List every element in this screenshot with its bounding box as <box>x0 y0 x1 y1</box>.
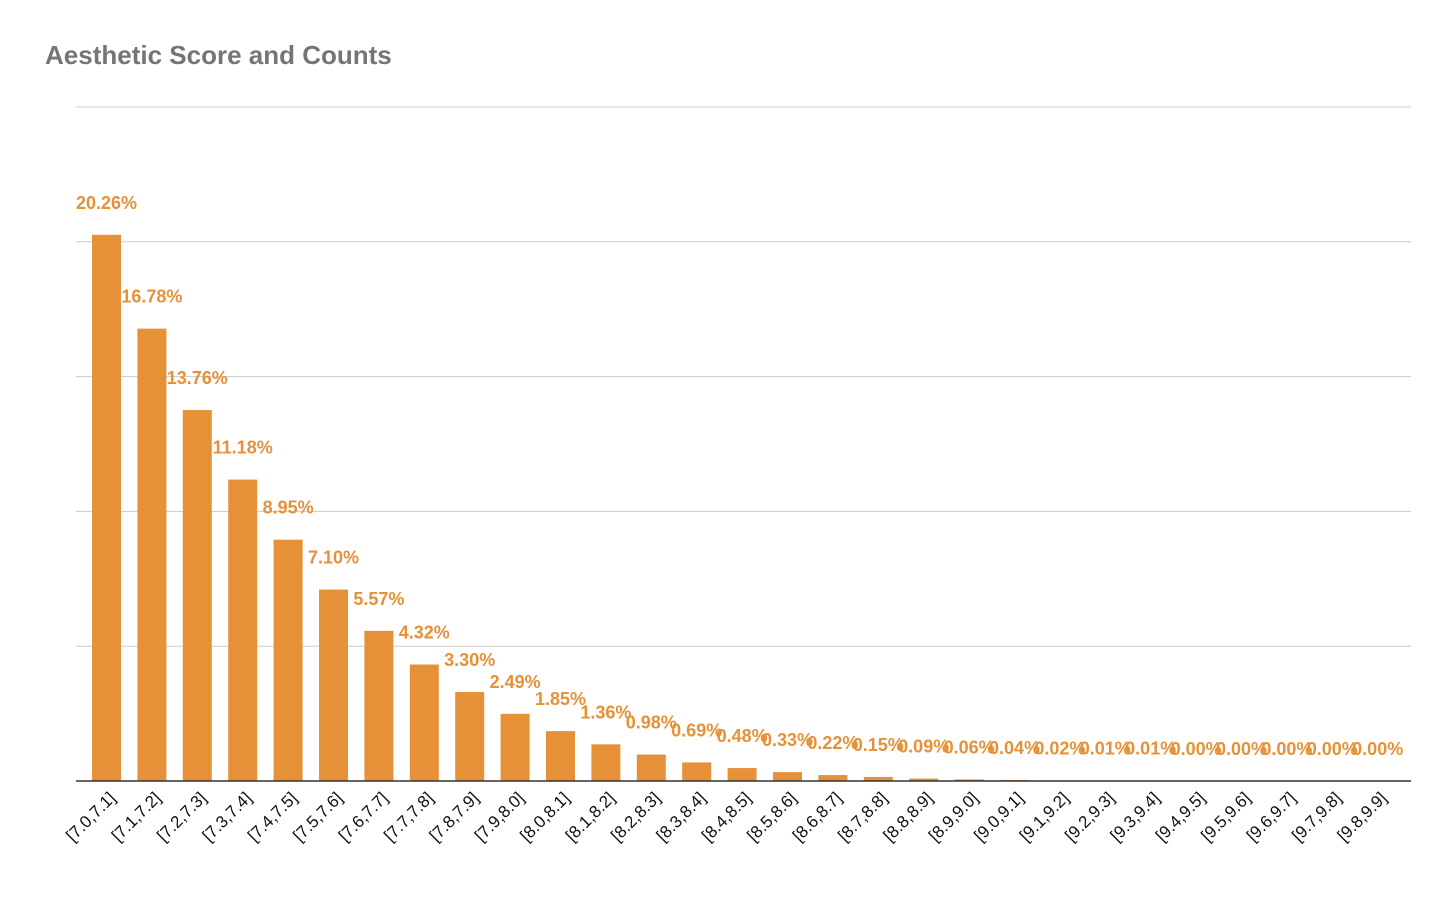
bar-data-label: 4.32% <box>399 623 450 643</box>
bar-data-label: 20.26% <box>76 193 137 213</box>
chart-title: Aesthetic Score and Counts <box>45 40 392 70</box>
x-tick-label: [9.3,9.4] <box>1107 788 1164 845</box>
bar-data-label: 0.22% <box>807 733 858 753</box>
bar <box>500 713 530 781</box>
bar <box>818 775 848 781</box>
bar <box>636 754 666 781</box>
x-tick-label: [7.7,7.8] <box>380 788 437 845</box>
bar <box>182 410 212 781</box>
x-tick-label: [8.4,8.5] <box>698 788 755 845</box>
bar-data-label: 0.98% <box>626 713 677 733</box>
bar <box>319 589 348 781</box>
x-tick-label: [8.9,9.0] <box>925 788 982 845</box>
bar-data-label: 11.18% <box>213 438 273 458</box>
x-tick-label: [8.3,8.4] <box>653 788 710 845</box>
x-tick-label: [7.5,7.6] <box>289 788 346 845</box>
bar <box>909 778 939 781</box>
x-tick-label: [9.2,9.3] <box>1061 788 1118 845</box>
x-tick-label: [7.3,7.4] <box>199 788 256 845</box>
x-tick-label: [8.2,8.3] <box>607 788 664 845</box>
bar <box>92 234 121 781</box>
bar <box>773 772 802 781</box>
x-tick-label: [7.0,7.1] <box>62 788 119 845</box>
bar-data-label: 0.00% <box>1171 739 1222 759</box>
x-tick-label: [8.5,8.6] <box>743 788 800 845</box>
x-tick-label: [7.8,7.9] <box>426 788 483 845</box>
x-tick-label: [9.6,9.7] <box>1243 788 1300 845</box>
bar <box>682 762 712 781</box>
x-tick-label: [9.1,9.2] <box>1016 788 1073 845</box>
x-tick-label: [8.8,8.9] <box>880 788 937 845</box>
bar-data-label: 1.36% <box>580 702 631 722</box>
bar-data-label: 3.30% <box>444 650 495 670</box>
bar-data-label: 1.85% <box>535 689 586 709</box>
x-tick-label: [8.0,8.1] <box>516 788 573 845</box>
bar-data-label: 0.06% <box>944 737 995 757</box>
x-tick-label: [7.6,7.7] <box>335 788 392 845</box>
x-tick-label: [9.5,9.6] <box>1197 788 1254 845</box>
bar-data-label: 0.09% <box>898 737 949 757</box>
bar-data-label: 0.00% <box>1307 739 1358 759</box>
bar <box>137 328 167 781</box>
bar-data-label: 0.69% <box>671 720 722 740</box>
x-tick-label: [9.8,9.9] <box>1334 788 1391 845</box>
x-tick-label: [7.4,7.5] <box>244 788 301 845</box>
bar <box>228 479 258 781</box>
x-tick-label: [8.7,8.8] <box>834 788 891 845</box>
bar-data-label: 8.95% <box>263 498 314 518</box>
bar-data-label: 0.00% <box>1216 739 1267 759</box>
bar <box>954 779 984 781</box>
bar <box>863 776 893 781</box>
x-tick-label: [7.2,7.3] <box>153 788 210 845</box>
bar-data-label: 5.57% <box>353 589 404 609</box>
bar-data-label: 2.49% <box>490 672 541 692</box>
bar-data-label: 0.01% <box>1125 739 1176 759</box>
x-tick-label: [9.0,9.1] <box>970 788 1027 845</box>
x-tick-label: [9.4,9.5] <box>1152 788 1209 845</box>
x-tick-label: [7.1,7.2] <box>108 788 165 845</box>
bar-data-label: 0.00% <box>1261 739 1312 759</box>
x-tick-label: [8.6,8.7] <box>789 788 846 845</box>
bar-data-label: 13.76% <box>167 368 228 388</box>
bar-data-label: 0.01% <box>1080 739 1131 759</box>
bar <box>727 768 757 781</box>
bar-data-label: 0.15% <box>853 735 904 755</box>
x-tick-label: [8.1,8.2] <box>562 788 619 845</box>
bar <box>591 744 621 781</box>
bar-data-label: 16.78% <box>121 287 182 307</box>
bar-data-label: 0.04% <box>989 738 1040 758</box>
bar <box>364 630 394 781</box>
bar <box>409 664 439 781</box>
bar-data-label: 0.00% <box>1352 739 1403 759</box>
bar-data-label: 0.48% <box>717 726 768 746</box>
bar <box>273 539 303 781</box>
x-tick-label: [7.9,8.0] <box>471 788 528 845</box>
bar-data-label: 0.33% <box>762 730 813 750</box>
x-tick-label: [9.7,9.8] <box>1288 788 1345 845</box>
bar-data-label: 0.02% <box>1034 738 1085 758</box>
bar <box>455 692 485 781</box>
bar-data-label: 7.10% <box>308 548 359 568</box>
bar <box>546 731 575 781</box>
